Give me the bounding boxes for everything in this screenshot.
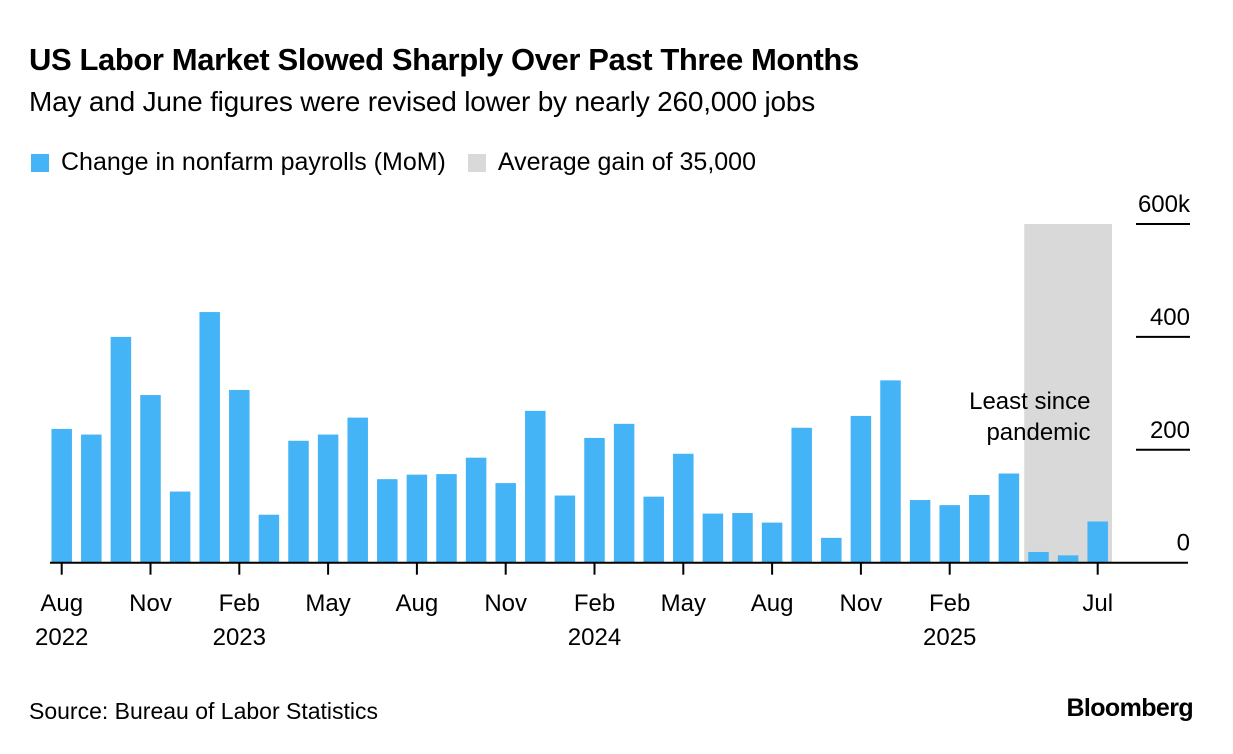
x-tick-label-2022-11: Nov xyxy=(129,590,172,617)
annotation-layer: Least since pandemic xyxy=(969,388,1090,446)
x-tick-label-2024-08: Aug xyxy=(751,590,794,617)
x-tick-year-2023-02: 2023 xyxy=(213,624,266,651)
x-tick-label-2024-02: Feb xyxy=(574,590,615,617)
legend-swatch-payrolls xyxy=(31,153,49,172)
bar-2025-01 xyxy=(909,500,931,563)
source-note: Source: Bureau of Labor Statistics xyxy=(29,698,379,724)
bar-2025-04 xyxy=(998,473,1020,563)
bar-2024-10 xyxy=(821,537,842,563)
bar-2024-07 xyxy=(732,513,753,563)
y-tick-label-0: 0 xyxy=(1177,530,1190,557)
bar-2023-02 xyxy=(229,389,250,563)
annotation-line-0: Least since xyxy=(969,388,1090,415)
y-tick-label-400: 400 xyxy=(1150,304,1190,331)
x-tick-label-2023-05: May xyxy=(305,590,350,617)
legend-swatch-average xyxy=(467,153,486,172)
bar-2023-06 xyxy=(347,417,368,563)
x-tick-label-2023-11: Nov xyxy=(484,590,527,617)
bar-2023-01 xyxy=(199,312,220,563)
bars-layer xyxy=(51,312,1108,563)
bar-2024-03 xyxy=(613,423,635,563)
bar-2023-05 xyxy=(317,434,339,563)
y-tick-label-600: 600k xyxy=(1138,191,1191,218)
bar-2023-03 xyxy=(258,514,280,563)
bar-2024-09 xyxy=(791,427,812,563)
legend: Change in nonfarm payrolls (MoM) Average… xyxy=(31,148,778,177)
y-axis: 600k 400 200 0 xyxy=(1136,191,1191,557)
bar-2024-11 xyxy=(850,415,872,563)
bar-2023-10 xyxy=(465,457,487,563)
bar-2022-09 xyxy=(81,434,102,563)
chart-subtitle: May and June figures were revised lower … xyxy=(29,86,816,117)
bar-2023-11 xyxy=(495,483,516,563)
highlight-band xyxy=(1024,224,1112,563)
bar-2025-05 xyxy=(1028,551,1049,563)
bar-2024-06 xyxy=(702,513,724,563)
bar-2022-12 xyxy=(169,491,191,563)
x-tick-year-2022-08: 2022 xyxy=(35,624,88,651)
legend-label-payrolls: Change in nonfarm payrolls (MoM) xyxy=(61,148,446,176)
bar-2023-12 xyxy=(525,410,546,563)
bar-2022-10 xyxy=(110,336,132,563)
x-tick-label-2022-08: Aug xyxy=(40,590,83,617)
bar-2024-05 xyxy=(673,453,694,563)
bar-2022-11 xyxy=(140,395,161,563)
x-tick-year-2024-02: 2024 xyxy=(568,624,621,651)
bar-2024-08 xyxy=(761,522,783,563)
x-tick-label-2025-07: Jul xyxy=(1082,590,1113,617)
chart-title: US Labor Market Slowed Sharply Over Past… xyxy=(29,42,859,77)
bar-2024-02 xyxy=(584,437,605,563)
bar-2023-09 xyxy=(436,474,457,563)
bar-2023-07 xyxy=(377,479,398,563)
bar-2023-08 xyxy=(406,474,428,563)
legend-item-payrolls: Change in nonfarm payrolls (MoM) xyxy=(31,148,446,177)
x-tick-label-2024-05: May xyxy=(661,590,706,617)
x-axis: Aug 2022 Nov Feb 2023 May Aug Nov Feb 2024 May Aug N… xyxy=(35,561,1188,651)
bar-2025-06 xyxy=(1057,555,1079,563)
x-tick-label-2023-08: Aug xyxy=(396,590,439,617)
x-tick-label-2023-02: Feb xyxy=(219,590,260,617)
bar-2024-12 xyxy=(880,380,901,563)
bar-2025-07 xyxy=(1087,521,1108,563)
highlight-band-layer xyxy=(1024,224,1112,563)
bar-2024-04 xyxy=(643,496,664,563)
bar-2024-01 xyxy=(554,495,576,563)
y-tick-label-200: 200 xyxy=(1150,417,1190,444)
legend-label-average: Average gain of 35,000 xyxy=(497,148,756,176)
bloomberg-logo: Bloomberg xyxy=(1066,694,1193,722)
bar-2023-04 xyxy=(288,440,309,563)
x-tick-year-2025-02: 2025 xyxy=(923,624,976,651)
bar-2025-03 xyxy=(969,494,990,563)
x-tick-label-2024-11: Nov xyxy=(840,590,883,617)
bar-2022-08 xyxy=(51,428,72,563)
x-tick-label-2025-02: Feb xyxy=(929,590,970,617)
annotation-line-1: pandemic xyxy=(986,419,1090,446)
legend-item-average: Average gain of 35,000 xyxy=(467,148,756,177)
bar-2025-02 xyxy=(939,505,960,563)
